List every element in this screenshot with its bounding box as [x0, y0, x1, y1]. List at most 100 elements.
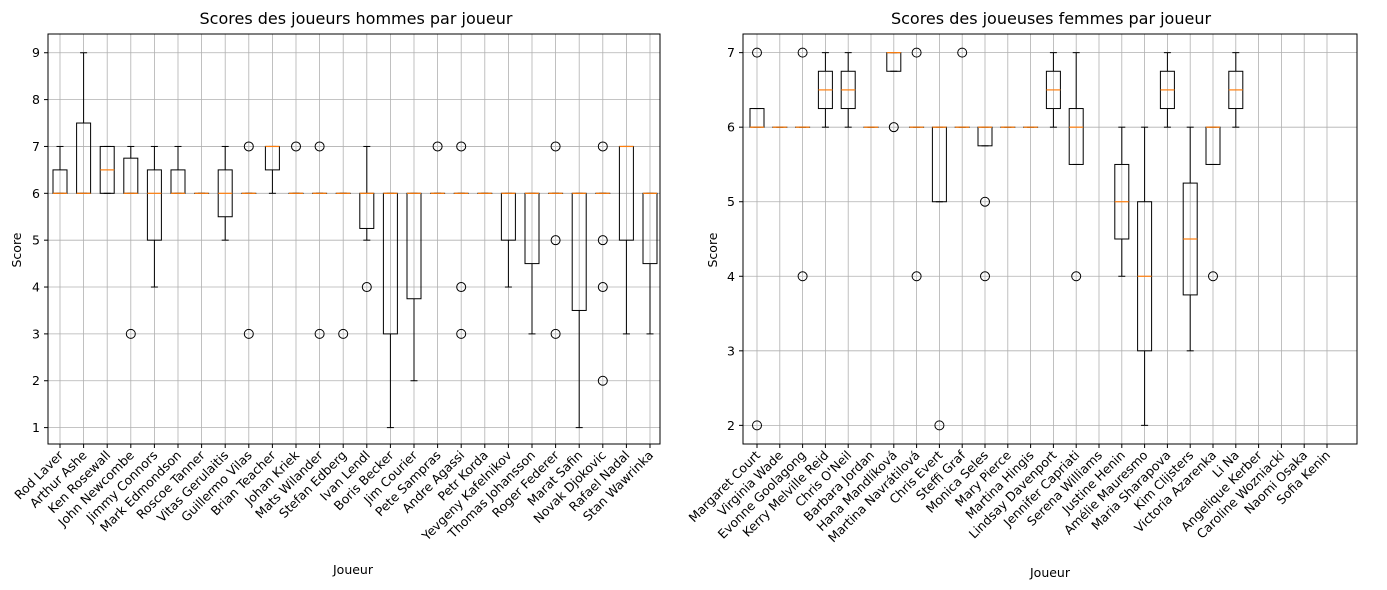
women-box-9 — [954, 47, 970, 128]
men-outlier-point — [597, 141, 608, 152]
women-chart-title: Scores des joueuses femmes par joueur — [891, 9, 1212, 28]
men-outlier-point — [550, 141, 561, 152]
women-box-16 — [1114, 126, 1130, 277]
men-outlier-point — [314, 141, 325, 152]
men-box-7 — [217, 145, 233, 241]
men-box-1 — [76, 52, 92, 194]
men-outlier-point — [456, 141, 467, 152]
men-outlier-point — [125, 328, 136, 339]
men-y-tick-label: 2 — [32, 373, 40, 388]
men-box-22 — [571, 192, 587, 429]
men-y-tick-label: 8 — [32, 92, 40, 107]
men-box-8 — [241, 141, 257, 339]
men-outlier-point — [597, 235, 608, 246]
women-box-3 — [817, 52, 833, 128]
women-box-20 — [1205, 126, 1221, 282]
men-outlier-point — [243, 141, 254, 152]
men-box-24 — [618, 145, 634, 335]
men-outlier-point — [432, 141, 443, 152]
men-outlier-point — [243, 328, 254, 339]
men-box-19 — [500, 192, 516, 288]
men-y-tick-label: 9 — [32, 45, 40, 60]
men-y-tick-label: 7 — [32, 139, 40, 154]
men-box-14 — [382, 192, 398, 429]
women-outlier-point — [957, 47, 968, 58]
women-box-10 — [977, 126, 993, 282]
men-box-20 — [524, 192, 540, 335]
men-y-tick-label: 1 — [32, 420, 40, 435]
men-box-0 — [52, 145, 68, 194]
women-box-18 — [1159, 52, 1175, 128]
men-iqr-box — [146, 169, 162, 241]
women-y-tick-label: 5 — [727, 194, 735, 209]
men-outlier-point — [291, 141, 301, 152]
women-box-19 — [1182, 126, 1198, 352]
women-x-axis-label: Joueur — [1029, 565, 1071, 580]
women-box-7 — [909, 47, 925, 282]
women-outlier-point — [888, 122, 899, 133]
women-y-tick-label: 2 — [727, 418, 735, 433]
men-x-axis-label: Joueur — [332, 562, 374, 577]
men-box-5 — [170, 145, 186, 194]
men-box-17 — [453, 141, 469, 339]
women-outlier-point — [980, 196, 990, 207]
men-box-4 — [146, 145, 162, 288]
women-outlier-point — [1071, 271, 1082, 282]
women-outlier-point — [797, 271, 808, 282]
men-box-9 — [264, 145, 280, 194]
men-outlier-point — [550, 328, 561, 339]
women-box-0 — [749, 47, 765, 431]
women-outlier-point — [797, 47, 808, 58]
women-outlier-point — [1208, 271, 1218, 282]
women-outlier-point — [752, 420, 762, 431]
men-box-11 — [312, 141, 328, 339]
women-axes-frame — [742, 33, 1358, 445]
women-scores-panel: Scores des joueuses femmes par joueur Jo… — [686, 9, 1358, 580]
women-box-6 — [886, 52, 902, 133]
men-box-15 — [406, 192, 422, 382]
women-box-17 — [1137, 126, 1153, 426]
men-outlier-point — [314, 328, 325, 339]
women-y-tick-label: 7 — [727, 45, 735, 60]
men-box-2 — [99, 145, 115, 194]
women-iqr-box — [1068, 108, 1084, 165]
men-box-13 — [359, 145, 375, 293]
men-outlier-point — [597, 375, 608, 386]
women-box-21 — [1228, 52, 1244, 128]
women-y-tick-label: 4 — [727, 269, 735, 284]
women-y-tick-label: 3 — [727, 343, 735, 358]
men-outlier-point — [338, 328, 349, 339]
men-outlier-point — [456, 328, 467, 339]
men-box-3 — [123, 145, 139, 339]
women-y-axis-label: Score — [705, 232, 720, 267]
women-box-4 — [840, 52, 856, 128]
men-outlier-point — [456, 282, 467, 293]
men-outlier-point — [550, 235, 561, 246]
women-outlier-point — [911, 271, 922, 282]
men-axes-frame — [47, 33, 661, 445]
women-box-14 — [1068, 52, 1084, 282]
women-outlier-point — [752, 47, 762, 58]
men-box-10 — [288, 141, 304, 194]
men-outlier-point — [361, 282, 372, 293]
men-outlier-point — [597, 282, 608, 293]
women-box-8 — [931, 126, 947, 431]
women-outlier-point — [980, 271, 990, 282]
men-box-25 — [642, 192, 658, 335]
women-outlier-point — [934, 420, 945, 431]
men-scores-panel: Scores des joueurs hommes par joueur Jou… — [9, 9, 661, 577]
men-y-tick-label: 3 — [32, 326, 40, 341]
women-box-13 — [1045, 52, 1061, 128]
men-box-16 — [430, 141, 446, 194]
men-chart-title: Scores des joueurs hommes par joueur — [200, 9, 513, 28]
women-outlier-point — [911, 47, 922, 58]
men-y-tick-label: 5 — [32, 233, 40, 248]
men-y-tick-label: 4 — [32, 280, 40, 295]
men-box-12 — [335, 192, 351, 339]
men-y-tick-label: 6 — [32, 186, 40, 201]
men-box-21 — [548, 141, 564, 339]
men-y-axis-label: Score — [9, 232, 24, 267]
men-box-23 — [595, 141, 611, 386]
women-y-tick-label: 6 — [727, 120, 735, 135]
